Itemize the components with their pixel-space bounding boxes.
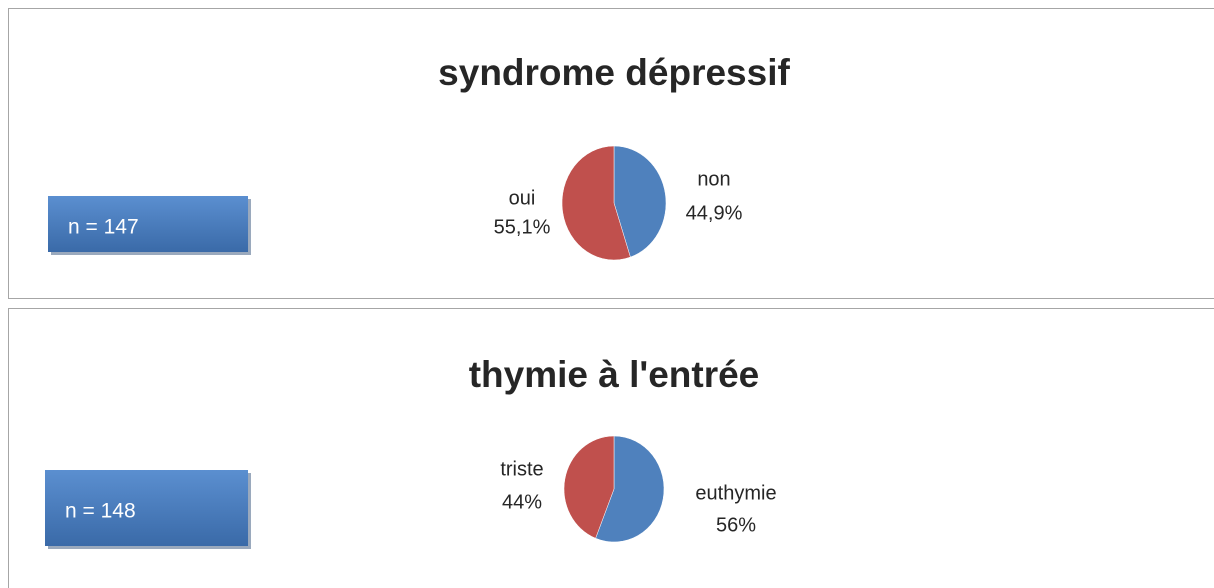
slice-label: euthymie [695, 482, 776, 504]
slice-label: non [697, 168, 730, 190]
annotation: n = 148 [65, 500, 136, 523]
slice-label: oui [509, 187, 536, 209]
pie-slice [595, 435, 665, 543]
chart-title: thymie à l'entrée [469, 354, 760, 395]
slice-value-label: 44,9% [686, 202, 743, 224]
pie-slice [561, 145, 631, 261]
chart-title: syndrome dépressif [438, 52, 790, 93]
slice-value-label: 44% [502, 491, 542, 513]
annotation-box [45, 470, 248, 546]
slice-value-label: 56% [716, 514, 756, 536]
slice-label: triste [500, 458, 543, 480]
annotation: n = 147 [68, 216, 139, 239]
pie-slice [563, 435, 615, 539]
slice-value-label: 55,1% [494, 216, 551, 238]
annotation-box [48, 196, 248, 252]
pie-slice [613, 145, 667, 258]
